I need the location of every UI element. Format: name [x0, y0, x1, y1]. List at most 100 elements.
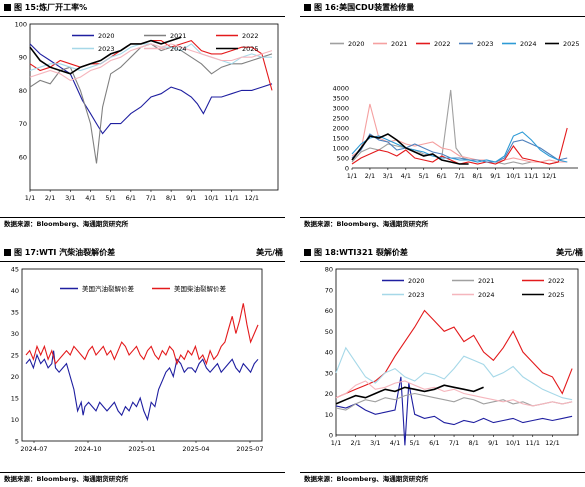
y-tick-label: 1500 — [332, 135, 349, 143]
series-line — [335, 380, 573, 407]
x-tick-label: 10/1 — [204, 194, 219, 202]
x-tick-label: 1/1 — [347, 172, 357, 180]
legend-label: 2022 — [434, 40, 451, 48]
legend-label: 2024 — [478, 291, 495, 299]
legend-label: 2025 — [242, 45, 259, 53]
series-line — [351, 133, 568, 163]
figure-label: 图 18:WTI321 裂解价差 — [314, 248, 408, 257]
legend-label: 2021 — [478, 277, 495, 285]
source-note: 数据来源：Bloomberg、海通期货研究所 — [300, 472, 585, 487]
legend-label: 2025 — [548, 291, 565, 299]
x-tick-label: 10/1 — [506, 172, 521, 180]
legend-label: 2024 — [520, 40, 537, 48]
series-line — [335, 346, 573, 401]
chart-refinery-utilization: 60 70 80 90 100 1/1 2/1 3/1 4/1 5/1 6/1 7/1 8/1 9/1 10… — [15, 21, 279, 202]
figure-title-bar: 图 16:美国CDU装置检修量 — [300, 0, 585, 17]
y-tick-label: 0 — [345, 165, 349, 173]
y-tick-label: 40 — [11, 287, 19, 295]
figure-title-bar: 图 15:炼厂开工率% — [0, 0, 285, 17]
x-tick-label: 2025-01 — [128, 445, 155, 453]
x-tick-label: 7/1 — [454, 172, 464, 180]
legend-label: 2023 — [98, 45, 115, 53]
legend-label: 2024 — [170, 45, 187, 53]
y-tick-label: 45 — [11, 266, 19, 274]
legend-label: 2020 — [98, 32, 115, 40]
series-line — [25, 350, 259, 422]
y-tick-label: 35 — [11, 309, 19, 317]
x-tick-label: 2024-10 — [74, 445, 101, 453]
panel-wti321-crack: 图 18:WTI321 裂解价差 美元/桶 0 10 20 30 40 50 60 70 80 1/… — [300, 245, 585, 487]
unit-label: 美元/桶 — [256, 248, 283, 257]
y-tick-label: 5 — [15, 438, 19, 446]
figure-label: 图 17:WTI 汽柴油裂解价差 — [14, 248, 116, 257]
y-tick-label: 80 — [19, 87, 27, 95]
y-tick-label: 60 — [19, 153, 27, 161]
x-tick-label: 2025-04 — [182, 445, 209, 453]
source-note: 数据来源：Bloomberg、海通期货研究所 — [0, 472, 285, 487]
source-note: 数据来源：Bloomberg、海通期货研究所 — [300, 217, 585, 232]
x-tick-label: 2/1 — [365, 172, 375, 180]
legend-label: 2020 — [348, 40, 365, 48]
x-tick-label: 2024-07 — [20, 445, 47, 453]
y-tick-label: 3000 — [332, 105, 349, 113]
series-line — [351, 89, 568, 165]
x-tick-label: 7/1 — [449, 439, 459, 447]
x-tick-label: 11/1 — [224, 194, 239, 202]
series-line — [29, 43, 273, 135]
unit-label: 美元/桶 — [556, 248, 583, 257]
x-tick-label: 3/1 — [383, 172, 393, 180]
x-tick-label: 5/1 — [419, 172, 429, 180]
series-line — [351, 133, 469, 165]
y-tick-label: 4000 — [332, 85, 349, 93]
series-line — [335, 384, 484, 405]
x-tick-label: 9/1 — [488, 439, 498, 447]
x-tick-label: 8/1 — [472, 172, 482, 180]
x-tick-label: 11/1 — [524, 172, 539, 180]
y-tick-label: 25 — [11, 352, 19, 360]
x-tick-label: 3/1 — [65, 194, 75, 202]
y-tick-label: 80 — [325, 266, 333, 274]
y-tick-label: 20 — [11, 373, 19, 381]
panel-cdu-maintenance: 图 16:美国CDU装置检修量 0 500 1000 1500 2000 2500 3000… — [300, 0, 585, 232]
legend-label: 2023 — [477, 40, 494, 48]
y-tick-label: 3500 — [332, 95, 349, 103]
x-tick-label: 12/1 — [545, 439, 560, 447]
x-tick-label: 5/1 — [409, 439, 419, 447]
x-tick-label: 2/1 — [350, 439, 360, 447]
series-line — [29, 43, 273, 164]
x-tick-label: 6/1 — [429, 439, 439, 447]
y-tick-label: 70 — [325, 286, 333, 294]
figure-label: 图 16:美国CDU装置检修量 — [314, 3, 415, 12]
y-tick-label: 15 — [11, 395, 19, 403]
figure-label: 图 15:炼厂开工率% — [14, 3, 88, 12]
x-tick-label: 9/1 — [490, 172, 500, 180]
x-tick-label: 7/1 — [146, 194, 156, 202]
y-tick-label: 500 — [337, 155, 349, 163]
legend-label: 2021 — [170, 32, 187, 40]
series-line — [29, 36, 182, 75]
x-tick-label: 11/1 — [525, 439, 540, 447]
legend-label: 2025 — [563, 40, 580, 48]
y-tick-label: 20 — [325, 390, 333, 398]
y-tick-label: 100 — [15, 21, 27, 29]
chart-wti-crack-spreads: 5 10 15 20 25 30 35 40 45 2024-07 2024-10 2025-01 20… — [11, 266, 264, 454]
x-tick-label: 1/1 — [331, 439, 341, 447]
legend-label: 美国汽油裂解价差 — [82, 284, 135, 293]
x-tick-label: 12/1 — [542, 172, 557, 180]
x-tick-label: 2/1 — [45, 194, 55, 202]
x-tick-label: 4/1 — [401, 172, 411, 180]
y-tick-label: 30 — [325, 369, 333, 377]
series-line — [25, 303, 259, 366]
y-tick-label: 2500 — [332, 115, 349, 123]
y-tick-label: 40 — [325, 349, 333, 357]
x-tick-label: 4/1 — [85, 194, 95, 202]
legend-label: 美国柴油裂解价差 — [174, 284, 227, 293]
figure-title-bar: 图 17:WTI 汽柴油裂解价差 美元/桶 — [0, 245, 285, 262]
legend-label: 2021 — [391, 40, 408, 48]
y-tick-label: 90 — [19, 54, 27, 62]
x-tick-label: 4/1 — [390, 439, 400, 447]
y-tick-label: 10 — [11, 416, 19, 424]
series-line — [335, 309, 573, 399]
series-line — [351, 131, 568, 163]
x-tick-label: 8/1 — [468, 439, 478, 447]
